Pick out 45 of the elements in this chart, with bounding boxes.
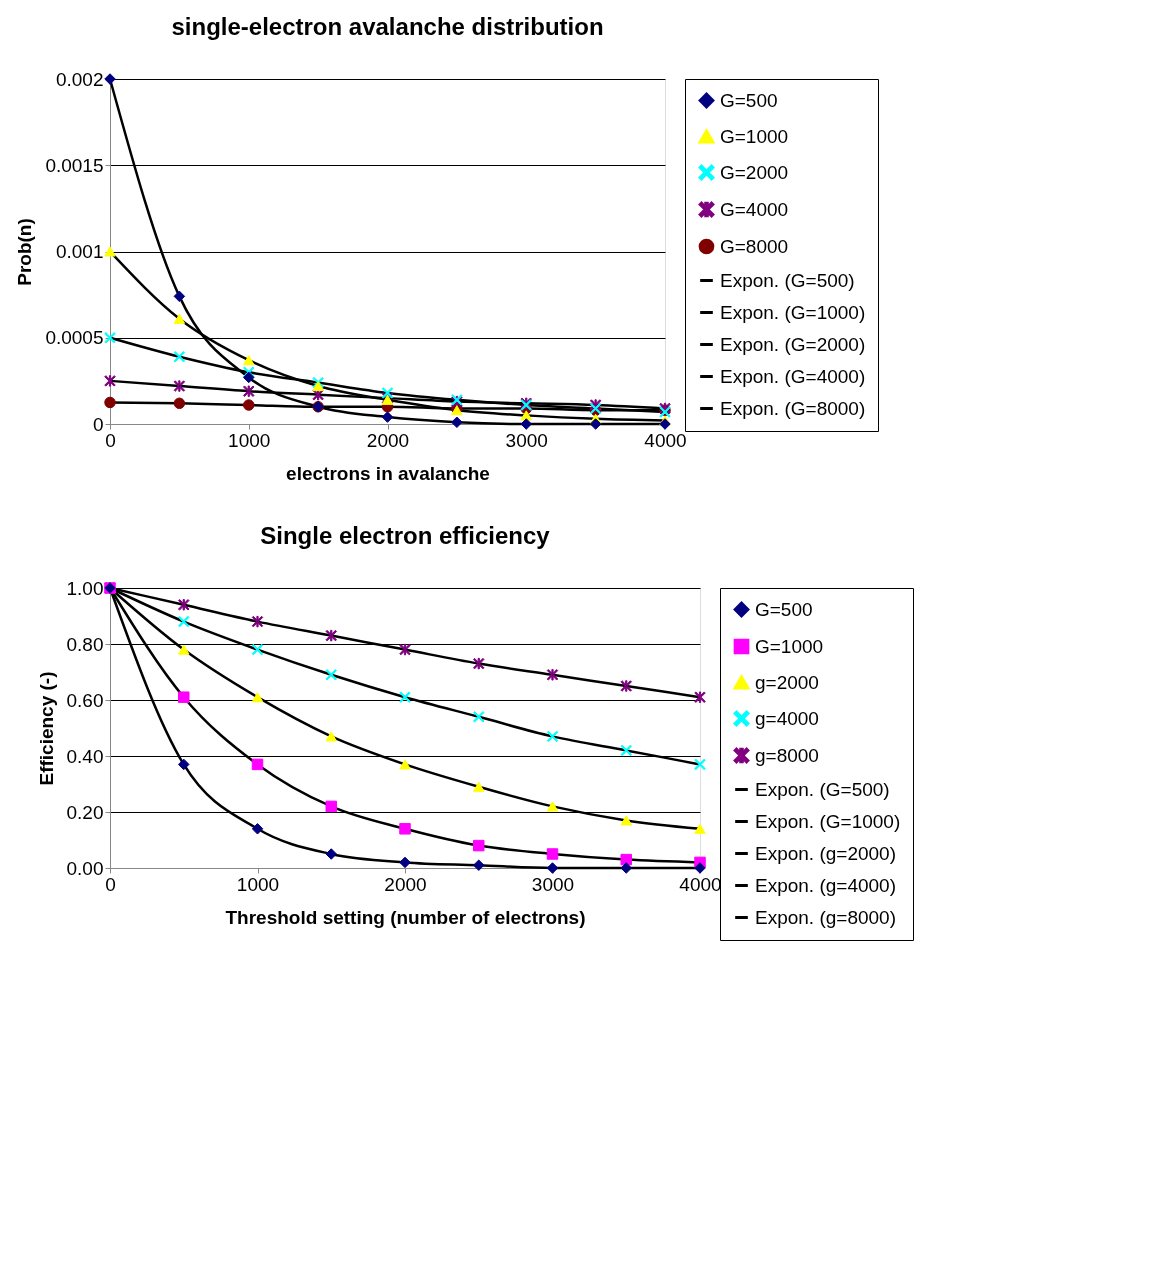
legend-label: G=500 xyxy=(720,89,778,111)
legend-label: Expon. (g=2000) xyxy=(755,842,897,864)
y-tick-label: 0.001 xyxy=(55,241,104,262)
legend-label: G=500 xyxy=(755,598,813,620)
legend-label: Expon. (g=8000) xyxy=(755,906,897,928)
x-tick-label: 4000 xyxy=(679,873,722,895)
legend-label: Expon. (G=8000) xyxy=(720,397,866,419)
x-tick-label: 4000 xyxy=(644,429,687,451)
y-axis-title: Prob(n) xyxy=(14,218,36,286)
legend-label: g=4000 xyxy=(755,707,819,729)
legend-label: Expon. (G=2000) xyxy=(720,333,866,355)
x-axis-title: Threshold setting (number of electrons) xyxy=(225,906,586,928)
legend-label: g=2000 xyxy=(755,671,819,693)
x-axis-title: electrons in avalanche xyxy=(286,462,490,484)
legend-label: Expon. (G=1000) xyxy=(720,301,866,323)
x-tick-label: 2000 xyxy=(384,873,427,895)
legend-label: G=8000 xyxy=(720,235,789,257)
y-tick-label: 0.80 xyxy=(66,633,104,655)
y-tick-label: 0.0005 xyxy=(45,327,104,349)
x-tick-label: 1000 xyxy=(228,429,271,451)
legend-label: Expon. (g=4000) xyxy=(755,874,897,896)
y-tick-label: 1.00 xyxy=(66,577,104,599)
legend-label: G=1000 xyxy=(720,125,789,147)
y-tick-label: 0.20 xyxy=(66,801,104,823)
legend-label: G=4000 xyxy=(720,198,789,220)
chart-title: single-electron avalanche distribution xyxy=(171,13,604,40)
legend-label: G=1000 xyxy=(755,635,824,657)
y-axis-title: Efficiency (-) xyxy=(35,671,57,786)
legend-label: Expon. (G=1000) xyxy=(755,810,901,832)
x-tick-label: 1000 xyxy=(236,873,280,895)
x-tick-label: 3000 xyxy=(531,873,575,895)
x-tick-label: 2000 xyxy=(366,429,410,451)
y-tick-label: 0.40 xyxy=(66,745,104,767)
legend-label: Expon. (G=500) xyxy=(755,778,890,800)
y-tick-label: 0.0015 xyxy=(45,154,104,176)
chart-title: Single electron efficiency xyxy=(260,522,551,549)
legend-label: Expon. (G=500) xyxy=(720,269,855,291)
y-tick-label: 0 xyxy=(92,413,104,435)
legend-label: g=8000 xyxy=(755,744,819,766)
legend-label: G=2000 xyxy=(720,161,789,183)
y-tick-label: 0.60 xyxy=(66,689,104,711)
legend-label: Expon. (G=4000) xyxy=(720,365,866,387)
y-tick-label: 0.00 xyxy=(66,857,104,879)
x-tick-label: 3000 xyxy=(505,429,548,451)
y-tick-label: 0.002 xyxy=(55,68,104,90)
